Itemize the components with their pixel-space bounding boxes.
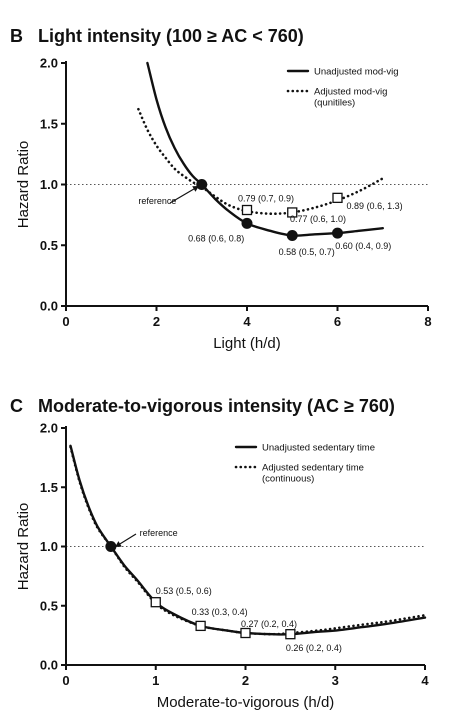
legend-label: Unadjusted sedentary time — [262, 443, 375, 454]
x-tick-label: 8 — [424, 314, 431, 329]
point-marker-filled — [196, 179, 208, 190]
reference-arrowhead-icon — [192, 186, 199, 192]
point-marker-filled — [286, 230, 298, 242]
x-tick-label: 2 — [242, 673, 249, 688]
x-tick-label: 4 — [243, 314, 251, 329]
legend-label: (qunitiles) — [314, 98, 355, 109]
data-label: 0.79 (0.7, 0.9) — [238, 194, 294, 204]
point-marker-open — [285, 629, 296, 640]
series-unadjusted-line — [146, 61, 384, 237]
x-tick-label: 0 — [62, 673, 69, 688]
point-marker-filled — [332, 227, 343, 239]
y-tick-label: 0.5 — [40, 238, 58, 253]
point-marker-filled — [105, 541, 117, 552]
y-tick-label: 0.0 — [40, 299, 58, 314]
panel-b-title: Light intensity (100 ≥ AC < 760) — [38, 26, 304, 46]
data-label: 0.89 (0.6, 1.3) — [347, 201, 403, 211]
panel-c-letter: C — [10, 396, 23, 416]
panel-b-letter: B — [10, 26, 23, 46]
panel-b-chart: B Light intensity (100 ≥ AC < 760) 0.0 0.… — [10, 26, 432, 352]
reference-label: reference — [138, 196, 176, 206]
y-axis-title: Hazard Ratio — [15, 141, 32, 229]
y-axis-title: Hazard Ratio — [15, 503, 32, 591]
panel-c-title: Moderate-to-vigorous intensity (AC ≥ 760… — [38, 396, 395, 416]
y-tick-label: 0.5 — [40, 598, 58, 613]
y-tick-label: 1.0 — [40, 539, 58, 554]
x-axis-title: Moderate-to-vigorous (h/d) — [157, 694, 335, 711]
data-label: 0.33 (0.3, 0.4) — [192, 607, 248, 617]
panel-c-chart: C Moderate-to-vigorous intensity (AC ≥ 7… — [10, 396, 429, 711]
reference-arrowhead-icon — [115, 541, 122, 547]
x-tick-label: 0 — [62, 314, 69, 329]
data-label: 0.77 (0.6, 1.0) — [290, 214, 346, 224]
legend-label: Adjusted sedentary time — [262, 463, 364, 474]
legend-label: Adjusted mod-vig — [314, 87, 387, 98]
reference-label: reference — [140, 528, 178, 538]
point-marker-open — [240, 627, 251, 639]
data-label: 0.26 (0.2, 0.4) — [286, 643, 342, 653]
x-axis-title: Light (h/d) — [213, 335, 281, 352]
series-adjusted-line — [69, 445, 427, 636]
y-tick-label: 1.0 — [40, 177, 58, 192]
y-tick-label: 2.0 — [40, 421, 58, 436]
data-label: 0.58 (0.5, 0.7) — [279, 247, 335, 257]
y-tick-label: 1.5 — [40, 480, 58, 495]
data-label: 0.60 (0.4, 0.9) — [335, 241, 391, 251]
x-tick-label: 1 — [152, 673, 159, 688]
y-tick-label: 1.5 — [40, 116, 58, 131]
y-tick-label: 0.0 — [40, 658, 58, 673]
data-label: 0.53 (0.5, 0.6) — [156, 586, 212, 596]
point-marker-filled — [241, 217, 253, 229]
x-tick-label: 3 — [332, 673, 339, 688]
legend-label: (continuous) — [262, 474, 314, 485]
x-tick-label: 6 — [334, 314, 341, 329]
legend-label: Unadjusted mod-vig — [314, 67, 399, 78]
series-unadjusted-line — [69, 444, 427, 636]
data-label: 0.27 (0.2, 0.4) — [241, 619, 297, 629]
point-marker-open — [241, 204, 253, 216]
data-label: 0.68 (0.6, 0.8) — [188, 234, 244, 244]
x-tick-label: 2 — [153, 314, 160, 329]
point-marker-open — [150, 597, 161, 608]
y-tick-label: 2.0 — [40, 56, 58, 71]
x-tick-label: 4 — [421, 673, 429, 688]
series-adjusted-line — [137, 107, 385, 216]
point-marker-open — [287, 207, 298, 218]
point-marker-open — [195, 620, 206, 632]
point-marker-open — [332, 192, 343, 204]
